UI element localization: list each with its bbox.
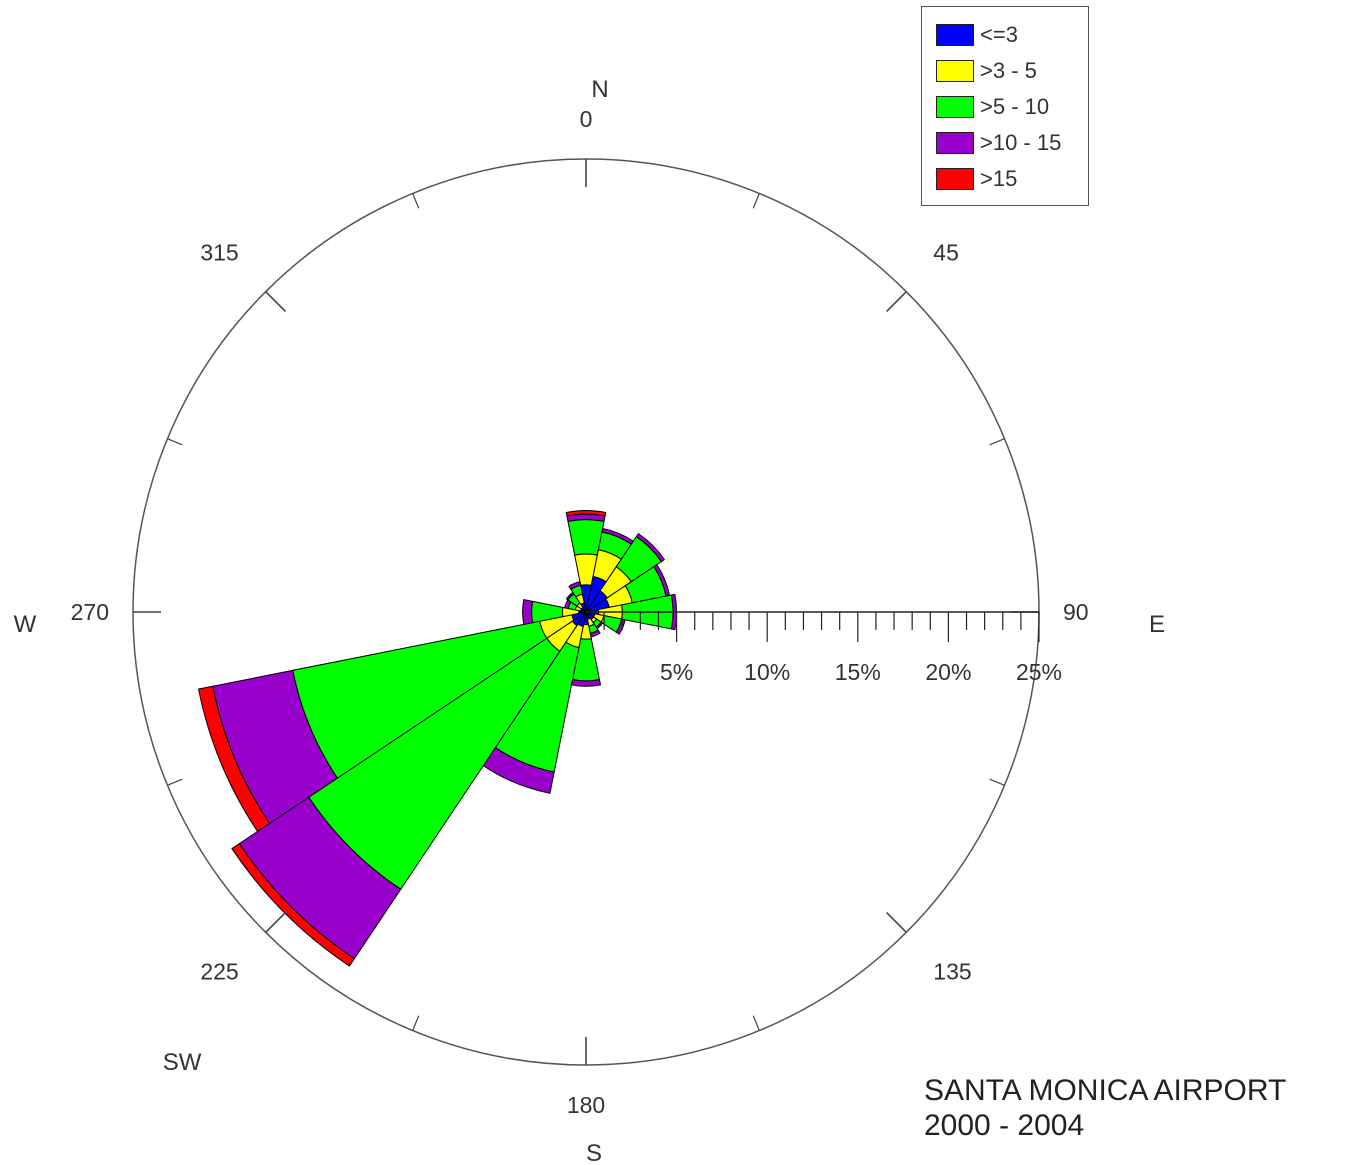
radial-tick-label: 15% <box>835 659 881 685</box>
angle-label: 270 <box>71 599 109 625</box>
legend-label: >5 - 10 <box>980 94 1050 119</box>
legend-swatch-4 <box>936 132 974 154</box>
angle-tick <box>752 193 760 209</box>
petals-group <box>197 510 678 967</box>
angle-tick <box>265 911 287 933</box>
angle-label: 45 <box>933 240 959 266</box>
compass-label: SW <box>163 1049 202 1076</box>
legend: <=3 >3 - 5 >5 - 10 >10 - 15 >15 <box>921 6 1089 206</box>
angle-tick <box>989 778 1005 786</box>
legend-swatch-5 <box>936 168 974 190</box>
legend-swatch-3 <box>936 96 974 118</box>
angle-label: 315 <box>200 240 238 266</box>
angle-tick <box>412 1015 420 1031</box>
radial-tick-label: 10% <box>744 659 790 685</box>
angle-labels: 0 45 90 135 180 225 270 315 <box>71 106 1089 1118</box>
angle-tick <box>167 778 183 786</box>
angle-tick <box>167 438 183 446</box>
radial-tick-label: 20% <box>925 659 971 685</box>
legend-item: >5 - 10 <box>936 93 1049 121</box>
legend-label: <=3 <box>980 22 1018 47</box>
compass-label: E <box>1149 611 1165 638</box>
chart-title: SANTA MONICA AIRPORT <box>924 1074 1287 1107</box>
legend-item: <=3 <box>936 21 1018 49</box>
angle-label: 180 <box>567 1092 605 1118</box>
compass-label: W <box>14 611 37 638</box>
angle-label: 90 <box>1063 599 1089 625</box>
radial-axis: 5% 10% 15% 20% 25% <box>586 611 1062 685</box>
angle-tick <box>412 193 420 209</box>
angle-tick <box>752 1015 760 1031</box>
legend-item: >10 - 15 <box>936 129 1061 157</box>
angle-tick <box>989 438 1005 446</box>
angle-tick <box>265 291 287 313</box>
legend-label: >3 - 5 <box>980 58 1037 83</box>
angle-tick <box>885 911 907 933</box>
angle-label: 0 <box>580 106 593 132</box>
angle-tick <box>885 291 907 313</box>
angle-label: 135 <box>933 958 971 984</box>
legend-label: >10 - 15 <box>980 130 1062 155</box>
radial-tick-label: 25% <box>1016 659 1062 685</box>
compass-label: S <box>586 1140 602 1165</box>
petal-segment <box>580 602 587 613</box>
legend-swatch-1 <box>936 24 974 46</box>
chart-caption: SANTA MONICA AIRPORT 2000 - 2004 <box>924 1073 1286 1143</box>
radial-tick-label: 5% <box>660 659 693 685</box>
legend-item: >3 - 5 <box>936 57 1037 85</box>
compass-label: N <box>591 76 608 103</box>
chart-subtitle: 2000 - 2004 <box>924 1109 1085 1142</box>
angle-label: 225 <box>200 958 238 984</box>
legend-item: >15 <box>936 165 1017 193</box>
legend-swatch-2 <box>936 60 974 82</box>
legend-label: >15 <box>980 166 1018 191</box>
